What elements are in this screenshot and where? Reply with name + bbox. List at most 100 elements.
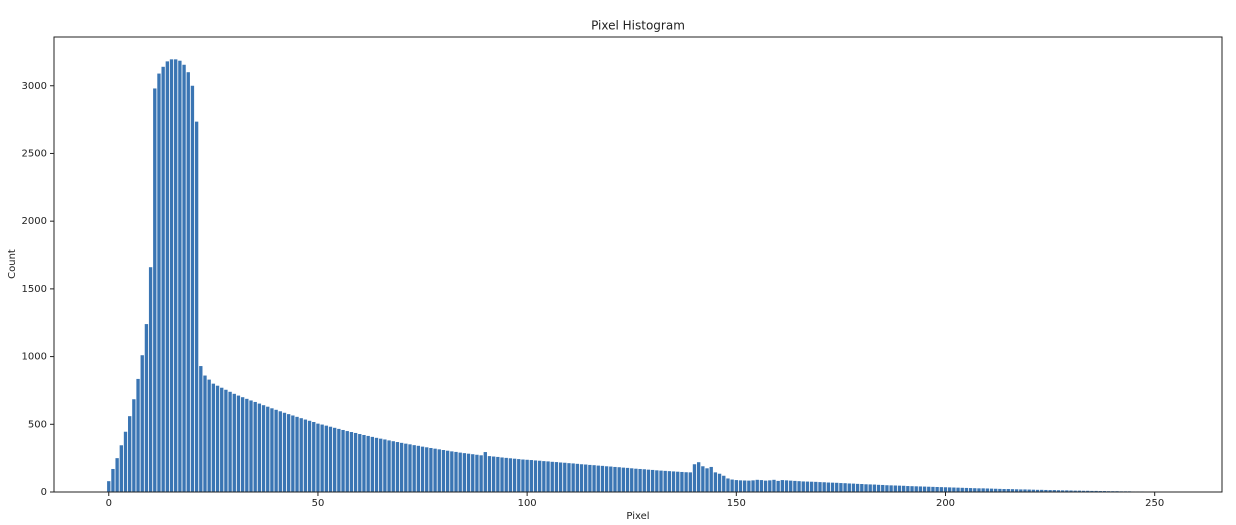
- bar: [822, 482, 826, 492]
- bar: [199, 366, 203, 492]
- bar: [282, 412, 287, 492]
- bar: [927, 486, 931, 492]
- bar: [245, 398, 249, 492]
- bar: [517, 459, 521, 492]
- bar: [680, 471, 684, 492]
- y-tick-label: 3000: [22, 81, 47, 92]
- bar: [784, 480, 789, 492]
- bar: [705, 468, 709, 492]
- bar: [667, 471, 672, 492]
- bar: [220, 387, 224, 492]
- bar: [169, 59, 174, 492]
- bar: [270, 408, 274, 492]
- bar: [328, 426, 333, 492]
- bar: [462, 453, 467, 492]
- bar: [621, 467, 626, 492]
- bar: [1081, 490, 1086, 492]
- bar: [1090, 490, 1094, 492]
- bar: [521, 459, 525, 492]
- bar: [286, 414, 291, 492]
- bar: [1027, 489, 1031, 492]
- bar: [985, 488, 990, 492]
- bar: [454, 451, 458, 492]
- bar: [676, 471, 680, 492]
- bar: [257, 403, 262, 492]
- bar: [789, 480, 793, 492]
- bar: [554, 462, 559, 492]
- bar: [387, 440, 391, 492]
- bar: [956, 487, 960, 492]
- bar: [471, 454, 475, 492]
- bar: [307, 420, 312, 492]
- bar: [165, 61, 170, 492]
- bar: [261, 405, 266, 492]
- bar: [278, 411, 282, 492]
- bar: [709, 466, 713, 492]
- bar: [726, 478, 730, 492]
- bar: [475, 454, 479, 492]
- bar: [458, 452, 462, 492]
- bar: [655, 470, 659, 492]
- bar: [567, 463, 571, 492]
- bar: [123, 431, 128, 492]
- bar: [897, 485, 902, 492]
- chart-title: Pixel Histogram: [591, 19, 685, 33]
- bar: [182, 64, 186, 493]
- bar: [881, 484, 885, 492]
- bar: [215, 385, 220, 492]
- bar: [366, 435, 370, 492]
- bar: [772, 479, 776, 492]
- bar: [630, 468, 634, 492]
- bar: [1006, 489, 1010, 492]
- bar: [805, 481, 810, 492]
- bar: [441, 450, 446, 492]
- bar: [617, 467, 621, 492]
- bar: [303, 419, 308, 492]
- bar: [901, 485, 906, 492]
- bar: [931, 486, 935, 492]
- x-tick-label: 150: [727, 498, 746, 509]
- bar: [964, 487, 969, 492]
- bar: [734, 480, 738, 492]
- bar: [533, 460, 538, 492]
- bar: [508, 458, 513, 492]
- bar: [814, 481, 818, 492]
- bar: [341, 429, 345, 492]
- bar: [864, 484, 868, 492]
- bar: [994, 488, 998, 492]
- bar: [571, 463, 575, 492]
- bar: [922, 486, 927, 492]
- bar: [1077, 490, 1082, 492]
- bar: [968, 488, 973, 492]
- bar: [203, 375, 207, 492]
- bar: [429, 447, 433, 492]
- bar: [738, 480, 743, 492]
- bar: [935, 486, 939, 492]
- bar: [851, 483, 856, 492]
- bar: [634, 468, 638, 492]
- bar: [483, 452, 487, 492]
- bar: [1069, 490, 1073, 492]
- bar: [466, 453, 471, 492]
- bar: [295, 416, 299, 492]
- bar: [425, 447, 429, 492]
- bar: [977, 488, 981, 492]
- bar: [952, 487, 956, 492]
- bar: [625, 467, 630, 492]
- bar: [1086, 490, 1090, 492]
- bar: [1056, 490, 1061, 492]
- bar: [383, 439, 387, 492]
- bar: [835, 482, 839, 492]
- bar: [115, 458, 119, 492]
- bar: [379, 438, 383, 492]
- bar: [538, 460, 542, 492]
- bar: [500, 457, 504, 492]
- bar: [546, 461, 550, 492]
- bar: [420, 446, 425, 492]
- bar: [358, 434, 362, 492]
- bar: [266, 406, 270, 492]
- bar: [847, 483, 851, 492]
- x-tick-label: 250: [1145, 498, 1164, 509]
- bar: [613, 466, 617, 492]
